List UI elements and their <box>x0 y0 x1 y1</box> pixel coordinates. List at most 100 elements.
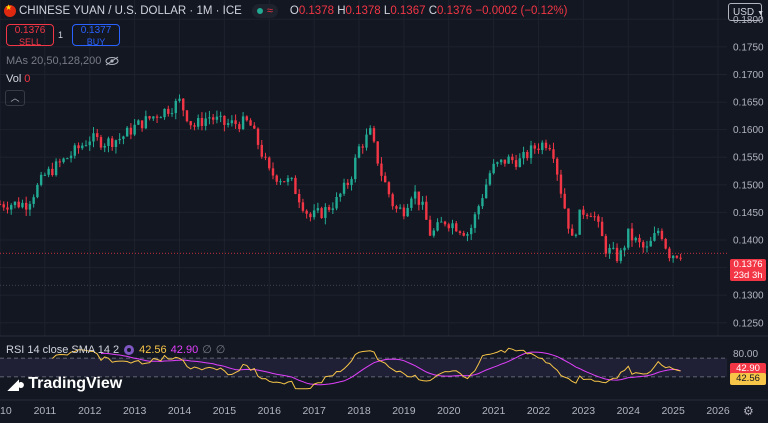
volume-indicator[interactable]: Vol 0 <box>6 73 30 85</box>
change-value: −0.0002 (−0.12%) <box>475 5 568 17</box>
candle-body <box>294 177 297 194</box>
market-status[interactable]: ≈ <box>251 4 278 18</box>
candle-body <box>215 116 219 120</box>
candle-body <box>114 140 118 147</box>
logo-text: TradingView <box>28 375 123 392</box>
candle-body <box>383 175 387 183</box>
eye-icon[interactable] <box>105 56 119 66</box>
rsi-sma-value: 42.90 <box>170 343 199 356</box>
candle-body <box>197 118 200 127</box>
candle-body <box>473 214 477 228</box>
candle-body <box>514 160 518 167</box>
open-value: 0.1378 <box>298 5 334 17</box>
candle-body <box>125 127 129 137</box>
close-value: 0.1376 <box>437 5 473 17</box>
candle-body <box>593 216 596 218</box>
candle-body <box>398 207 402 209</box>
x-tick-label: 2015 <box>213 405 237 417</box>
candle-body <box>110 138 114 147</box>
candle-body <box>462 232 465 236</box>
buy-button[interactable]: 0.1377 BUY <box>72 24 120 47</box>
candle-body <box>316 208 320 211</box>
candle-body <box>391 194 394 207</box>
candle-body <box>387 182 391 195</box>
chart-header: CHINESE YUAN / U.S. DOLLAR · 1M · ICE ≈ … <box>0 3 568 18</box>
candle-body <box>365 134 368 148</box>
x-tick-label: 2018 <box>347 405 371 417</box>
rsi-line <box>52 347 681 390</box>
candle-body <box>481 198 484 207</box>
candle-body <box>118 138 121 141</box>
candle-body <box>428 219 432 236</box>
rsi-indicator[interactable]: RSI 14 close SMA 14 2 42.56 42.90 ∅ ∅ <box>6 343 225 357</box>
x-tick-label: 2023 <box>572 405 596 417</box>
candle-body <box>529 145 533 159</box>
candle-body <box>440 221 443 223</box>
candle-body <box>339 193 342 197</box>
vol-label: Vol <box>6 73 22 85</box>
candle-body <box>84 145 88 147</box>
candle-body <box>548 147 551 150</box>
candle-body <box>324 207 327 218</box>
candle-body <box>24 202 28 210</box>
candle-body <box>219 115 222 117</box>
candle-body <box>567 208 570 229</box>
candle-body <box>432 230 436 236</box>
high-label: H <box>337 5 346 17</box>
candle-body <box>466 234 469 236</box>
y-tick-label: 0.1750 <box>733 42 764 53</box>
candle-body <box>484 184 488 199</box>
candle-body <box>305 210 308 214</box>
rsi-value-tag: 42.56 <box>730 373 766 385</box>
mas-indicator[interactable]: MAs 20,50,128,200 <box>6 55 119 67</box>
candle-body <box>208 117 211 119</box>
gear-icon[interactable]: ⚙ <box>743 404 754 418</box>
candle-body <box>582 209 585 215</box>
candle-body <box>361 146 364 148</box>
candle-body <box>653 233 656 241</box>
candle-body <box>107 138 110 146</box>
candle-body <box>10 205 13 210</box>
candle-body <box>51 168 54 176</box>
currency-label: USD <box>733 7 755 18</box>
symbol-title[interactable]: CHINESE YUAN / U.S. DOLLAR · 1M · ICE <box>19 5 242 17</box>
candle-body <box>140 120 144 129</box>
open-label: O <box>289 5 299 17</box>
candle-body <box>656 230 660 234</box>
candle-body <box>271 168 275 176</box>
collapse-chevron-icon[interactable]: ︿ <box>5 90 25 106</box>
candle-body <box>619 250 622 261</box>
china-flag-icon <box>4 3 16 17</box>
rsi-value: 42.56 <box>139 343 167 356</box>
candle-body <box>346 182 349 186</box>
candle-body <box>36 184 39 198</box>
candle-body <box>96 133 99 138</box>
currency-selector[interactable]: USD ▼ <box>728 3 764 21</box>
y-tick-label: 0.1650 <box>733 98 764 109</box>
candle-body <box>189 121 192 126</box>
candle-body <box>279 181 282 183</box>
candle-body <box>638 237 641 243</box>
candle-body <box>615 247 619 261</box>
sell-button[interactable]: 0.1376 SELL <box>6 24 54 47</box>
indicator-settings-icon[interactable] <box>123 344 135 356</box>
candle-body <box>129 127 133 135</box>
x-tick-label: 2013 <box>123 405 147 417</box>
y-tick-label: 0.1550 <box>733 153 764 164</box>
candle-body <box>312 210 316 218</box>
candle-body <box>309 213 312 218</box>
candle-body <box>406 207 409 217</box>
candle-body <box>507 156 510 164</box>
candle-body <box>223 115 226 125</box>
y-tick-label: 0.1600 <box>733 125 764 136</box>
candle-body <box>421 201 424 205</box>
candle-body <box>88 141 91 146</box>
candle-body <box>137 120 140 125</box>
candle-body <box>28 203 32 210</box>
tradingview-logo[interactable]: ◢● TradingView <box>8 375 122 393</box>
candle-body <box>286 178 290 182</box>
candle-body <box>627 228 630 248</box>
x-tick-label: 2022 <box>527 405 551 417</box>
candle-body <box>283 181 286 183</box>
